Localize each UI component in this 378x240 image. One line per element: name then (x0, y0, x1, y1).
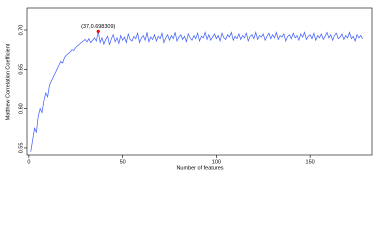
y-tick-label: 0.60 (18, 103, 24, 114)
x-axis-label: Number of features (176, 165, 223, 171)
chart: Number of features Matthew Correlation C… (5, 7, 373, 171)
y-tick-label: 0.65 (18, 64, 24, 75)
y-tick-label: 0.70 (18, 25, 24, 36)
highlight-label: (37,0.698309) (81, 24, 115, 30)
x-tick-label: 150 (306, 159, 315, 165)
x-tick-label: 50 (120, 159, 126, 165)
highlight-point (96, 29, 100, 33)
plot-box (26, 7, 373, 156)
x-tick-label: 0 (27, 159, 30, 165)
x-tick-label: 100 (212, 159, 221, 165)
y-tick-label: 0.55 (18, 143, 24, 154)
series-line (30, 31, 363, 152)
y-axis-label: Matthew Correlation Coefficient (5, 43, 11, 120)
